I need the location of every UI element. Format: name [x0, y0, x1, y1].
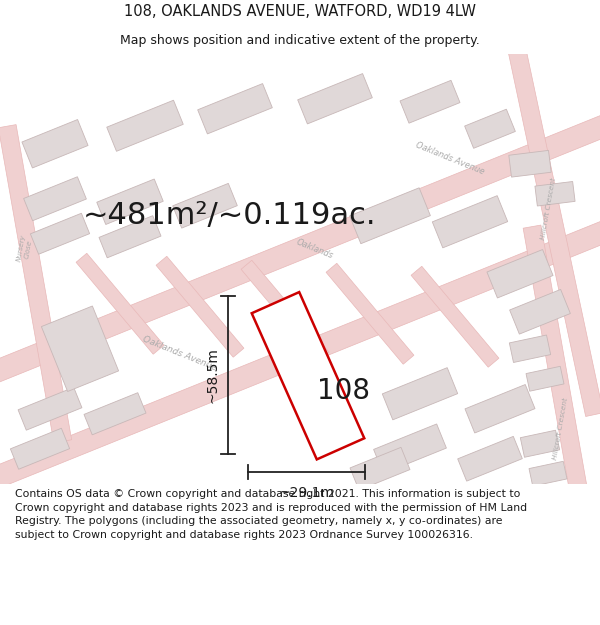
Polygon shape: [173, 183, 238, 228]
Polygon shape: [509, 289, 571, 334]
Text: 108, OAKLANDS AVENUE, WATFORD, WD19 4LW: 108, OAKLANDS AVENUE, WATFORD, WD19 4LW: [124, 4, 476, 19]
Polygon shape: [0, 107, 600, 390]
Polygon shape: [252, 292, 364, 459]
Polygon shape: [23, 177, 86, 221]
Polygon shape: [18, 388, 82, 430]
Polygon shape: [382, 368, 458, 420]
Polygon shape: [526, 366, 564, 391]
Text: Hillcroft Crescent: Hillcroft Crescent: [551, 398, 568, 460]
Polygon shape: [156, 256, 244, 358]
Polygon shape: [400, 81, 460, 123]
Text: ~29.1m: ~29.1m: [278, 486, 335, 500]
Text: Oaklands: Oaklands: [295, 238, 335, 260]
Polygon shape: [0, 217, 600, 500]
Polygon shape: [535, 181, 575, 206]
Polygon shape: [433, 196, 508, 248]
Polygon shape: [509, 335, 551, 362]
Polygon shape: [465, 384, 535, 433]
Polygon shape: [529, 461, 567, 486]
Polygon shape: [350, 188, 430, 244]
Text: Map shows position and indicative extent of the property.: Map shows position and indicative extent…: [120, 34, 480, 47]
Text: Oaklands Avenue: Oaklands Avenue: [142, 335, 218, 372]
Polygon shape: [84, 392, 146, 435]
Polygon shape: [487, 249, 553, 298]
Polygon shape: [523, 225, 600, 602]
Text: ~481m²/~0.119ac.: ~481m²/~0.119ac.: [83, 201, 377, 230]
Polygon shape: [520, 430, 560, 457]
Polygon shape: [41, 306, 119, 391]
Polygon shape: [374, 424, 446, 474]
Polygon shape: [107, 100, 183, 151]
Polygon shape: [22, 119, 88, 168]
Polygon shape: [458, 436, 523, 481]
Text: ~58.5m: ~58.5m: [206, 347, 220, 403]
Polygon shape: [197, 84, 272, 134]
Polygon shape: [76, 253, 164, 354]
Polygon shape: [298, 74, 373, 124]
Polygon shape: [0, 124, 71, 443]
Polygon shape: [326, 263, 414, 364]
Polygon shape: [241, 260, 329, 361]
Polygon shape: [350, 448, 410, 490]
Polygon shape: [99, 216, 161, 258]
Polygon shape: [509, 151, 551, 177]
Polygon shape: [411, 266, 499, 368]
Polygon shape: [10, 428, 70, 469]
Text: Nursery
Close: Nursery Close: [16, 234, 34, 263]
Text: Oaklands Avenue: Oaklands Avenue: [415, 141, 485, 177]
Polygon shape: [31, 213, 89, 254]
Text: Hillcroft Crescent: Hillcroft Crescent: [539, 177, 556, 240]
Text: Contains OS data © Crown copyright and database right 2021. This information is : Contains OS data © Crown copyright and d…: [15, 489, 527, 540]
Text: 108: 108: [317, 377, 370, 405]
Polygon shape: [464, 109, 515, 148]
Polygon shape: [97, 179, 163, 224]
Polygon shape: [506, 41, 600, 416]
